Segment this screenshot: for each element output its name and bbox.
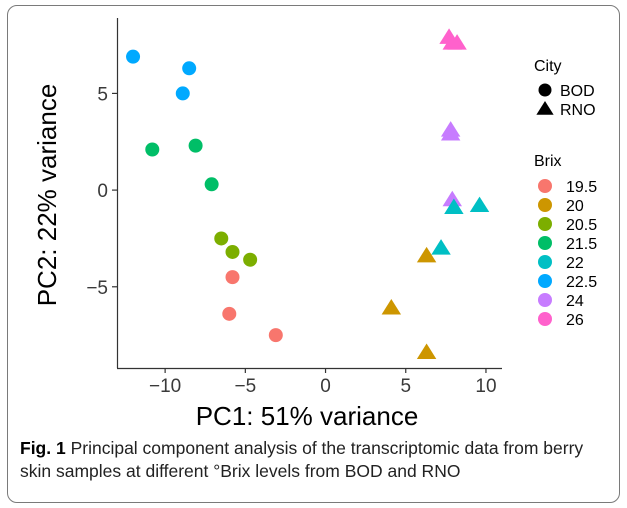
legend-color-swatch	[538, 293, 552, 307]
legend-brix-label: 20.5	[566, 217, 597, 234]
caption-text: Principal component analysis of the tran…	[20, 438, 584, 481]
figure-frame	[7, 5, 620, 503]
data-points	[126, 28, 490, 360]
legend-city-entries: BOD RNO	[536, 83, 596, 119]
data-point-bod	[204, 177, 219, 192]
legend-city-label: BOD	[560, 83, 595, 100]
data-point-bod	[214, 231, 229, 246]
legend-color-swatch	[538, 198, 552, 212]
data-point-bod	[225, 270, 240, 285]
figure-caption: Fig. 1 Principal component analysis of t…	[20, 437, 610, 483]
legend-city-title: City	[534, 58, 562, 75]
legend-triangle-symbol	[536, 101, 554, 115]
pca-scatter-chart: −10 −5 0 5 10 5 0 −5 PC1: 51% variance PC2: 22…	[32, 18, 597, 431]
y-tick-label: 5	[97, 84, 108, 105]
data-point-bod	[222, 306, 237, 321]
data-point-bod	[188, 138, 203, 153]
data-point-bod	[175, 86, 190, 101]
data-point-bod	[243, 252, 258, 267]
data-point-rno	[444, 198, 464, 214]
legend-brix-label: 20	[566, 198, 584, 215]
legend-brix-label: 22.5	[566, 274, 597, 291]
data-point-bod	[145, 142, 160, 157]
data-point-rno	[440, 125, 461, 141]
x-tick-label: −10	[149, 376, 181, 397]
x-tick-label: 5	[400, 376, 411, 397]
legend-color-swatch	[538, 179, 552, 193]
legend-color-swatch	[538, 274, 552, 288]
legend-brix-label: 19.5	[566, 179, 597, 196]
data-point-rno	[416, 246, 437, 263]
y-ticks: 5 0 −5	[86, 84, 117, 299]
y-tick-label: 0	[97, 181, 108, 202]
legend: City BOD RNO Brix 19.5 20 20.5 21.5 22 22.5 24 2…	[534, 58, 597, 329]
caption-label: Fig. 1	[20, 438, 66, 458]
x-tick-label: 10	[475, 376, 496, 397]
legend-brix-title: Brix	[534, 153, 562, 170]
legend-brix-label: 26	[566, 312, 584, 329]
data-point-bod	[126, 49, 141, 64]
legend-brix-label: 22	[566, 255, 584, 272]
legend-city-label: RNO	[560, 102, 596, 119]
y-axis-title: PC2: 22% variance	[32, 84, 62, 307]
legend-brix-label: 21.5	[566, 236, 597, 253]
x-tick-label: −5	[234, 376, 256, 397]
data-point-rno	[381, 299, 402, 315]
legend-color-swatch	[538, 217, 552, 231]
x-tick-label: 0	[320, 376, 331, 397]
legend-brix-label: 24	[566, 293, 584, 310]
data-point-rno	[431, 239, 451, 255]
legend-color-swatch	[538, 236, 552, 250]
axes	[116, 18, 502, 370]
y-tick-label: −5	[86, 278, 108, 299]
legend-brix-entries: 19.5 20 20.5 21.5 22 22.5 24 26	[538, 179, 597, 329]
data-point-rno	[442, 190, 462, 207]
x-axis-title: PC1: 51% variance	[196, 401, 419, 431]
data-point-bod	[182, 61, 197, 76]
data-point-rno	[469, 196, 490, 213]
data-point-bod	[225, 244, 240, 259]
x-ticks: −10 −5 0 5 10	[149, 368, 497, 397]
data-point-rno	[447, 34, 467, 50]
data-point-bod	[268, 328, 283, 343]
legend-color-swatch	[538, 255, 552, 269]
data-point-rno	[416, 343, 437, 360]
legend-circle-symbol	[538, 83, 552, 97]
legend-color-swatch	[538, 312, 552, 326]
